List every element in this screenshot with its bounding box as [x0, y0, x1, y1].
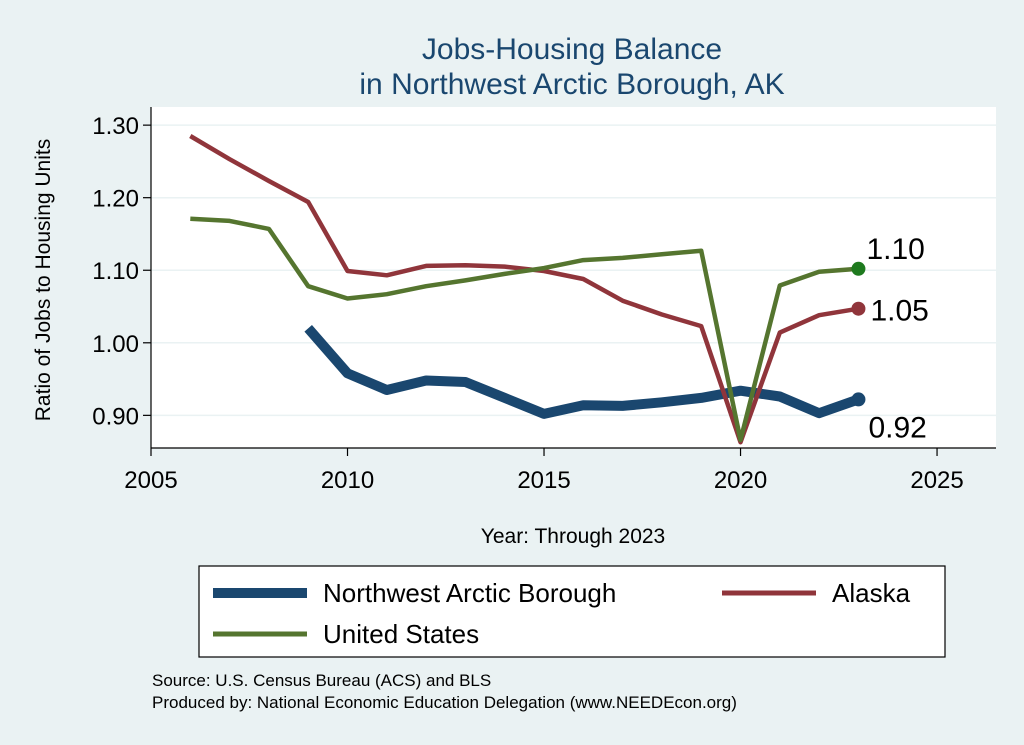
y-tick-label: 1.20	[92, 186, 139, 213]
chart-title-line-2: in Northwest Arctic Borough, AK	[359, 68, 784, 101]
y-tick-label: 1.00	[92, 331, 139, 358]
legend-label: Northwest Arctic Borough	[323, 578, 616, 608]
produced-by-note: Produced by: National Economic Education…	[152, 693, 737, 712]
y-axis-label: Ratio of Jobs to Housing Units	[32, 139, 55, 421]
end-marker-united-states	[851, 261, 866, 276]
legend-label: United States	[323, 619, 479, 649]
end-label-alaska: 1.05	[870, 295, 928, 328]
end-label-northwest-arctic-borough: 0.92	[868, 411, 926, 444]
end-label-united-states: 1.10	[866, 233, 924, 266]
series-lines: 0.92 1.05 1.10	[189, 134, 929, 445]
x-axis-ticks: 2005 2010 2015 2020 2025	[124, 448, 964, 494]
series-line-united-states	[190, 216, 859, 443]
x-tick-label: 2025	[910, 467, 963, 494]
y-tick-label: 1.10	[92, 258, 139, 285]
source-note: Source: U.S. Census Bureau (ACS) and BLS	[152, 671, 491, 690]
end-marker-alaska	[851, 301, 866, 316]
x-tick-label: 2015	[517, 467, 570, 494]
legend-label: Alaska	[832, 578, 911, 608]
x-tick-label: 2020	[714, 467, 767, 494]
y-tick-label: 0.90	[92, 403, 139, 430]
x-tick-label: 2005	[124, 467, 177, 494]
legend-box	[198, 565, 946, 658]
end-marker-northwest-arctic-borough	[851, 392, 866, 407]
legend: Northwest Arctic Borough Alaska United Sta…	[213, 578, 911, 649]
x-axis-label: Year: Through 2023	[481, 525, 666, 548]
series-line-northwest-arctic-borough	[304, 325, 861, 419]
x-tick-label: 2010	[321, 467, 374, 494]
chart-title-line-1: Jobs-Housing Balance	[422, 33, 722, 66]
y-tick-label: 1.30	[92, 113, 139, 140]
y-axis-ticks: 0.90 1.00 1.10 1.20 1.30	[92, 113, 151, 430]
